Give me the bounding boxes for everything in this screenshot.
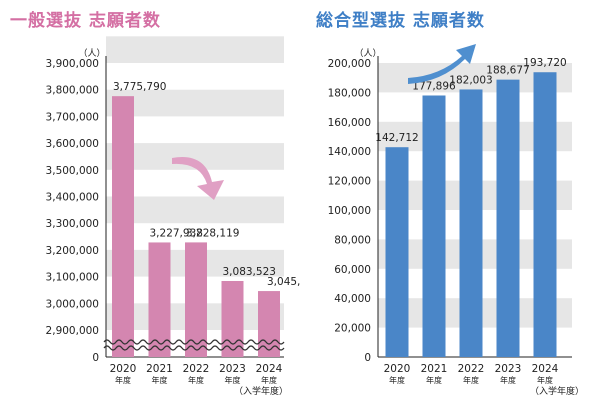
data-label: 177,896 xyxy=(412,80,456,92)
y-tick-label: 3,100,000 xyxy=(46,272,99,284)
y-unit-label: （人） xyxy=(78,48,105,59)
data-label: 3,775,790 xyxy=(113,81,166,93)
y-tick-label: 200,000 xyxy=(328,58,371,70)
data-label: 3,083,523 xyxy=(223,266,276,278)
left-chart-title: 一般選抜 志願者数 xyxy=(10,11,161,31)
y-tick-label: 0 xyxy=(92,352,99,364)
data-label: 188,677 xyxy=(486,65,529,77)
bar xyxy=(496,79,520,358)
y-tick-label: 3,300,000 xyxy=(46,218,99,230)
grid-band xyxy=(106,89,284,117)
axis-break-line xyxy=(103,345,285,351)
x-tick-sublabel: 年度 xyxy=(500,375,516,385)
y-tick-label: 0 xyxy=(364,352,371,364)
bar xyxy=(385,147,409,357)
x-tick-label: 2021 xyxy=(421,363,448,375)
x-unit-label: （入学年度） xyxy=(234,385,288,397)
x-tick-label: 2023 xyxy=(219,363,246,375)
y-tick-label: 3,200,000 xyxy=(46,245,99,257)
data-label: 3,228,119 xyxy=(186,227,239,239)
data-label: 193,720 xyxy=(523,57,566,69)
y-tick-label: 3,600,000 xyxy=(46,138,99,150)
x-tick-label: 2020 xyxy=(384,363,411,375)
x-tick-sublabel: 年度 xyxy=(225,375,241,385)
trend-arrow-down xyxy=(172,157,224,200)
y-tick-label: 80,000 xyxy=(334,234,371,246)
y-unit-label: （人） xyxy=(354,48,381,59)
axis-break-line xyxy=(103,339,285,345)
y-tick-label: 3,400,000 xyxy=(46,192,99,204)
x-tick-sublabel: 年度 xyxy=(152,375,168,385)
data-label: 142,712 xyxy=(375,132,418,144)
data-label: 3,045,817 xyxy=(267,276,300,288)
bar xyxy=(533,72,557,357)
y-tick-label: 160,000 xyxy=(328,117,371,129)
x-tick-label: 2021 xyxy=(146,363,173,375)
y-tick-label: 3,500,000 xyxy=(46,165,99,177)
data-label: 3,227,938 xyxy=(150,227,203,239)
bar xyxy=(112,96,134,358)
x-tick-label: 2022 xyxy=(458,363,485,375)
y-tick-label: 20,000 xyxy=(334,323,371,335)
y-tick-label: 100,000 xyxy=(328,205,371,217)
y-tick-label: 2,900,000 xyxy=(46,325,99,337)
x-tick-label: 2020 xyxy=(110,363,137,375)
x-tick-sublabel: 年度 xyxy=(463,375,479,385)
bar xyxy=(422,95,446,357)
y-tick-label: 3,900,000 xyxy=(46,58,99,70)
y-tick-label: 40,000 xyxy=(334,293,371,305)
x-tick-sublabel: 年度 xyxy=(115,375,131,385)
grid-band xyxy=(106,196,284,224)
x-tick-label: 2023 xyxy=(495,363,522,375)
y-tick-label: 120,000 xyxy=(328,176,371,188)
general-selection-chart: 0 2,900,000 3,000,000 3,100,000 3,200,000 3,3… xyxy=(46,36,300,397)
x-unit-label: （入学年度） xyxy=(530,385,584,397)
x-tick-sublabel: 年度 xyxy=(188,375,204,385)
y-tick-label: 3,000,000 xyxy=(46,298,99,310)
data-label: 182,003 xyxy=(449,74,492,86)
grid-band xyxy=(106,36,284,63)
bar xyxy=(221,280,244,357)
bar xyxy=(148,242,171,357)
x-tick-sublabel: 年度 xyxy=(261,375,277,385)
y-tick-label: 3,800,000 xyxy=(46,85,99,97)
y-tick-label: 180,000 xyxy=(328,87,371,99)
x-tick-label: 2022 xyxy=(183,363,210,375)
bar xyxy=(459,89,483,357)
right-chart-title: 総合型選抜 志願者数 xyxy=(316,11,485,31)
x-tick-label: 2024 xyxy=(256,363,283,375)
x-tick-sublabel: 年度 xyxy=(389,375,405,385)
x-tick-label: 2024 xyxy=(532,363,559,375)
bar xyxy=(185,242,207,357)
x-tick-sublabel: 年度 xyxy=(426,375,442,385)
trend-arrow-up xyxy=(408,44,476,84)
x-tick-sublabel: 年度 xyxy=(537,375,553,385)
y-tick-label: 3,700,000 xyxy=(46,111,99,123)
y-tick-label: 140,000 xyxy=(328,146,371,158)
y-tick-label: 60,000 xyxy=(334,264,371,276)
